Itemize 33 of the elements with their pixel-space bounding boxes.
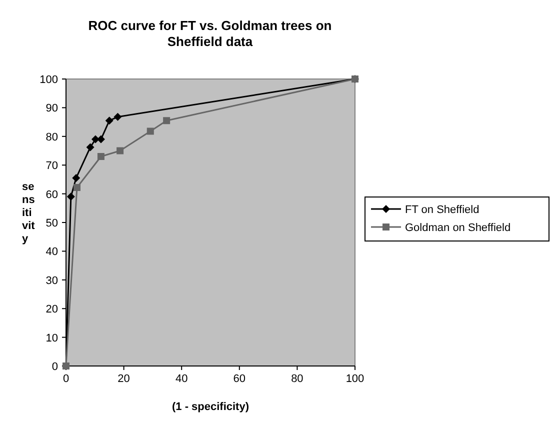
y-tick-label: 30 — [46, 274, 58, 287]
y-tick-label: 70 — [46, 160, 58, 172]
y-axis-title: se ns iti vit y — [22, 181, 36, 245]
point — [146, 128, 154, 135]
y-tick-label: 80 — [46, 131, 58, 144]
y-tick-label: 100 — [40, 74, 58, 86]
x-tick-label: 0 — [62, 373, 70, 385]
point — [114, 112, 122, 121]
y-tick-label: 40 — [46, 246, 58, 258]
x-tick-label: 80 — [291, 373, 304, 385]
point — [163, 117, 170, 124]
point — [86, 143, 94, 152]
y-tick-label: 60 — [46, 188, 58, 201]
y-tick-label: 0 — [52, 361, 58, 373]
point — [72, 174, 80, 182]
x-tick-label: 20 — [118, 373, 130, 385]
legend-label: Goldman on Sheffield — [405, 222, 511, 234]
y-tick-label: 10 — [46, 332, 58, 344]
point — [73, 184, 80, 191]
x-tick-label: 60 — [233, 373, 246, 385]
point — [105, 116, 114, 125]
x-axis-title: (1 - specificity) — [172, 401, 250, 413]
y-tick-label: 90 — [46, 102, 58, 115]
legend-label: FT on Sheffield — [405, 204, 480, 216]
x-tick-label: 40 — [175, 373, 188, 385]
y-tick-label: 20 — [46, 304, 58, 316]
point — [116, 147, 124, 154]
point — [91, 135, 100, 144]
point — [66, 192, 75, 201]
chart-title: ROC curve for FT vs. Goldman trees on Sheffield data — [88, 18, 332, 49]
y-tick-label: 50 — [46, 218, 58, 230]
point — [97, 152, 104, 160]
x-tick-label: 100 — [346, 373, 364, 385]
